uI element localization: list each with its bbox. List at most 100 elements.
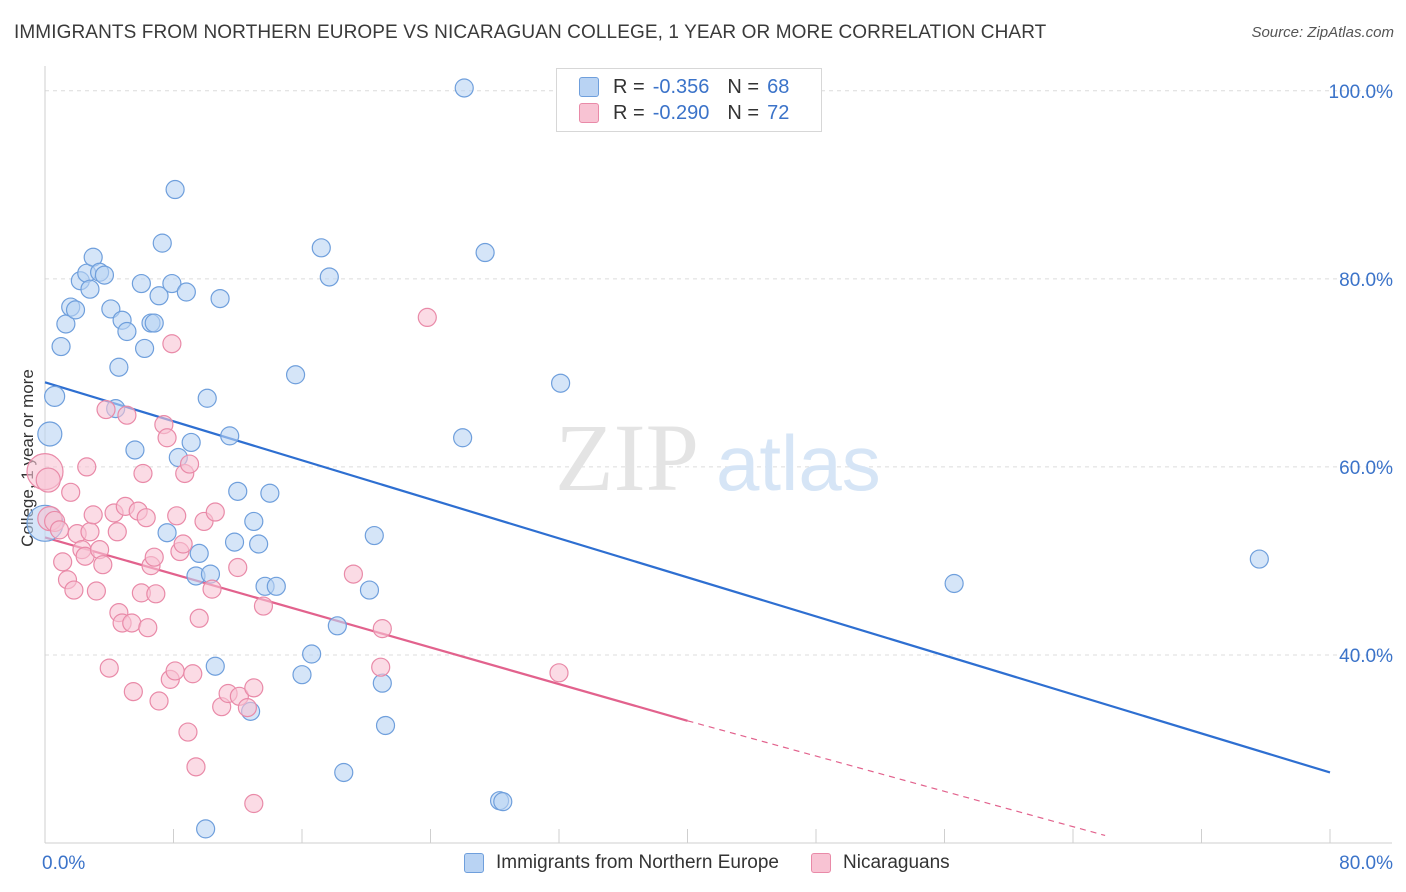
point-northern-europe — [162, 273, 182, 294]
point-nicaraguans — [83, 505, 103, 525]
n-value: 72 — [767, 101, 790, 124]
y-tick-label: 40.0% — [1339, 646, 1393, 667]
point-nicaraguans — [64, 580, 84, 600]
point-nicaraguans — [173, 534, 193, 554]
point-northern-europe — [224, 532, 245, 552]
point-northern-europe — [196, 819, 216, 839]
point-northern-europe — [131, 273, 151, 294]
point-nicaraguans — [189, 608, 209, 628]
point-northern-europe — [189, 543, 209, 564]
point-northern-europe — [37, 421, 63, 447]
legend-swatch-blue — [579, 77, 599, 97]
point-northern-europe — [944, 573, 964, 594]
point-northern-europe — [134, 338, 155, 359]
point-northern-europe — [152, 233, 172, 253]
point-nicaraguans — [205, 502, 225, 522]
point-northern-europe — [176, 282, 196, 302]
point-nicaraguans — [133, 463, 153, 484]
point-northern-europe — [144, 313, 164, 333]
point-northern-europe — [364, 525, 384, 546]
point-nicaraguans — [35, 467, 61, 493]
legend-item-northern-europe: Immigrants from Northern Europe — [464, 852, 779, 874]
point-nicaraguans — [167, 506, 187, 526]
trendline-northern-europe — [44, 381, 1331, 774]
point-nicaraguans — [86, 581, 107, 601]
point-nicaraguans — [99, 658, 119, 678]
point-northern-europe — [65, 300, 86, 320]
point-northern-europe — [1249, 549, 1269, 569]
point-northern-europe — [359, 580, 380, 600]
point-northern-europe — [475, 242, 495, 263]
point-nicaraguans — [96, 399, 116, 420]
point-northern-europe — [181, 432, 201, 453]
point-nicaraguans — [186, 757, 206, 777]
point-northern-europe — [51, 336, 71, 357]
point-nicaraguans — [162, 334, 182, 354]
point-northern-europe — [292, 665, 312, 685]
point-nicaraguans — [93, 555, 113, 575]
point-northern-europe — [454, 78, 474, 98]
legend-label: Immigrants from Northern Europe — [496, 852, 779, 873]
y-tick-label: 60.0% — [1339, 458, 1393, 479]
legend-swatch-pink — [579, 103, 599, 123]
point-nicaraguans — [417, 307, 437, 328]
legend-row-blue: R = -0.356 N = 68 — [579, 74, 789, 100]
r-label: R = — [613, 75, 645, 98]
point-nicaraguans — [549, 663, 569, 683]
point-northern-europe — [210, 288, 230, 309]
point-northern-europe — [453, 428, 473, 448]
point-northern-europe — [80, 279, 100, 299]
point-northern-europe — [205, 656, 225, 676]
y-tick-label: 100.0% — [1329, 82, 1394, 103]
point-northern-europe — [311, 238, 331, 258]
trendline-nicaraguans-extension — [687, 720, 1106, 837]
y-tick-label: 80.0% — [1339, 270, 1393, 291]
point-northern-europe — [125, 440, 145, 460]
x-tick-label: 80.0% — [1339, 853, 1393, 874]
point-nicaraguans — [138, 618, 158, 638]
point-northern-europe — [249, 534, 269, 554]
point-nicaraguans — [77, 457, 97, 477]
point-northern-europe — [157, 523, 177, 543]
point-northern-europe — [334, 762, 354, 783]
point-nicaraguans — [136, 508, 156, 528]
point-nicaraguans — [183, 664, 203, 684]
gridlines — [45, 90, 1392, 656]
point-northern-europe — [260, 483, 280, 503]
point-nicaraguans — [372, 619, 392, 639]
legend-swatch-pink — [811, 853, 831, 873]
point-nicaraguans — [144, 547, 164, 567]
point-northern-europe — [302, 644, 322, 664]
point-nicaraguans — [237, 698, 257, 718]
point-nicaraguans — [49, 520, 70, 540]
point-northern-europe — [117, 321, 137, 342]
point-nicaraguans — [123, 682, 143, 702]
point-nicaraguans — [244, 793, 264, 814]
point-nicaraguans — [157, 428, 177, 448]
point-nicaraguans — [122, 613, 142, 633]
point-nicaraguans — [107, 522, 127, 542]
n-value: 68 — [767, 75, 790, 98]
x-tick-label: 0.0% — [42, 853, 85, 874]
point-northern-europe — [44, 385, 66, 407]
source-credit: Source: ZipAtlas.com — [1251, 24, 1394, 41]
series-legend: Immigrants from Northern Europe Nicaragu… — [464, 852, 982, 874]
zipatlas-watermark: ZIP atlas — [555, 404, 881, 511]
point-northern-europe — [197, 388, 217, 408]
point-northern-europe — [109, 357, 129, 377]
legend-row-pink: R = -0.290 N = 72 — [579, 100, 789, 126]
point-nicaraguans — [53, 552, 73, 572]
point-northern-europe — [220, 426, 240, 446]
point-northern-europe — [551, 373, 571, 393]
point-northern-europe — [165, 179, 185, 200]
point-northern-europe — [285, 365, 306, 385]
point-northern-europe — [327, 616, 347, 636]
point-nicaraguans — [253, 596, 274, 616]
point-nicaraguans — [61, 482, 81, 502]
point-nicaraguans — [178, 722, 198, 742]
data-points — [26, 78, 1269, 839]
point-nicaraguans — [80, 522, 100, 542]
point-northern-europe — [244, 511, 264, 532]
point-nicaraguans — [146, 584, 166, 604]
